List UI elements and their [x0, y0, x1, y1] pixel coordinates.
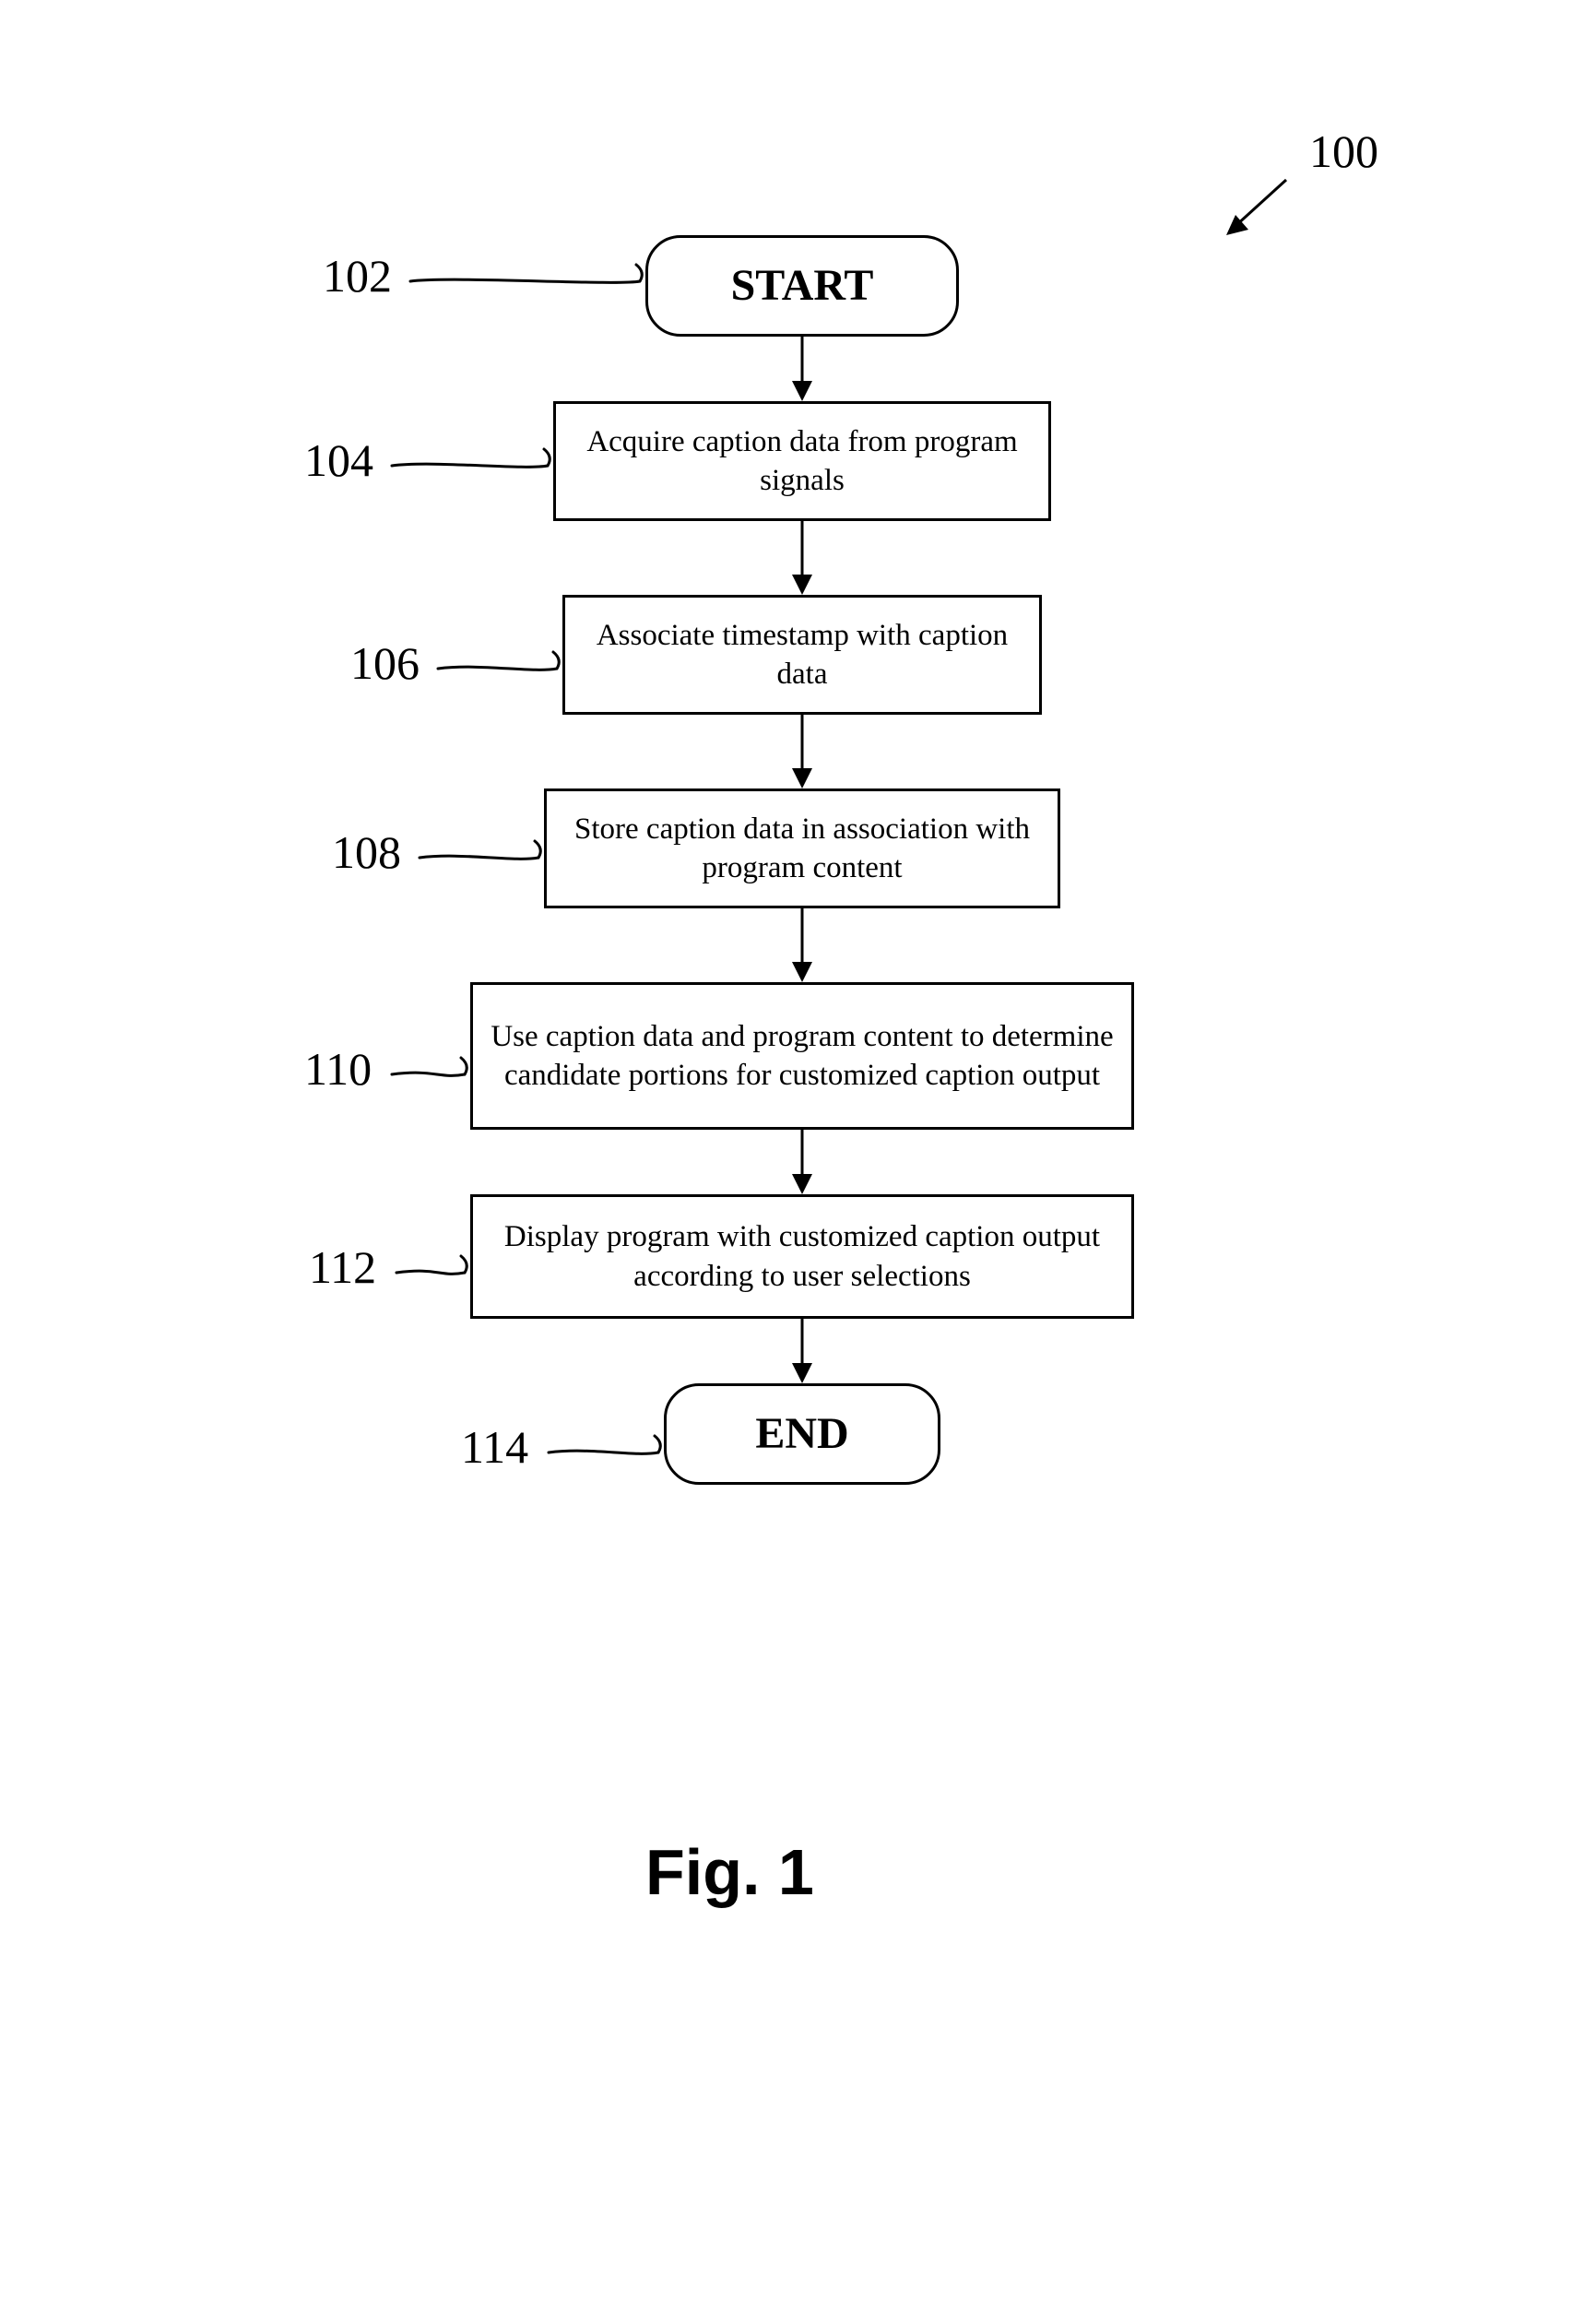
process-step1-label: Acquire caption data from program signal… [569, 422, 1035, 500]
process-determine-candidates: Use caption data and program content to … [470, 982, 1134, 1130]
process-step2-label: Associate timestamp with caption data [578, 616, 1026, 694]
ref-label-102: 102 [323, 249, 392, 302]
process-step4-label: Use caption data and program content to … [486, 1017, 1118, 1095]
ref-label-112: 112 [309, 1240, 376, 1294]
process-display-program: Display program with customized caption … [470, 1194, 1134, 1319]
process-step5-label: Display program with customized caption … [486, 1217, 1118, 1295]
figure-caption: Fig. 1 [645, 1835, 814, 1909]
process-associate-timestamp: Associate timestamp with caption data [562, 595, 1042, 715]
terminal-start: START [645, 235, 959, 337]
connector-overlay [0, 0, 1596, 2312]
ref-label-104: 104 [304, 433, 373, 487]
ref-label-114: 114 [461, 1420, 528, 1474]
process-acquire-caption-data: Acquire caption data from program signal… [553, 401, 1051, 521]
ref-label-106: 106 [350, 636, 420, 690]
figure-ref-100: 100 [1309, 124, 1378, 178]
ref-label-110: 110 [304, 1042, 372, 1096]
flowchart-canvas: 100 START Acquire caption data from prog… [0, 0, 1596, 2312]
process-store-caption-data: Store caption data in association with p… [544, 788, 1060, 908]
terminal-start-label: START [731, 257, 874, 314]
terminal-end-label: END [755, 1405, 848, 1462]
process-step3-label: Store caption data in association with p… [560, 810, 1045, 887]
terminal-end: END [664, 1383, 940, 1485]
ref-label-108: 108 [332, 825, 401, 879]
